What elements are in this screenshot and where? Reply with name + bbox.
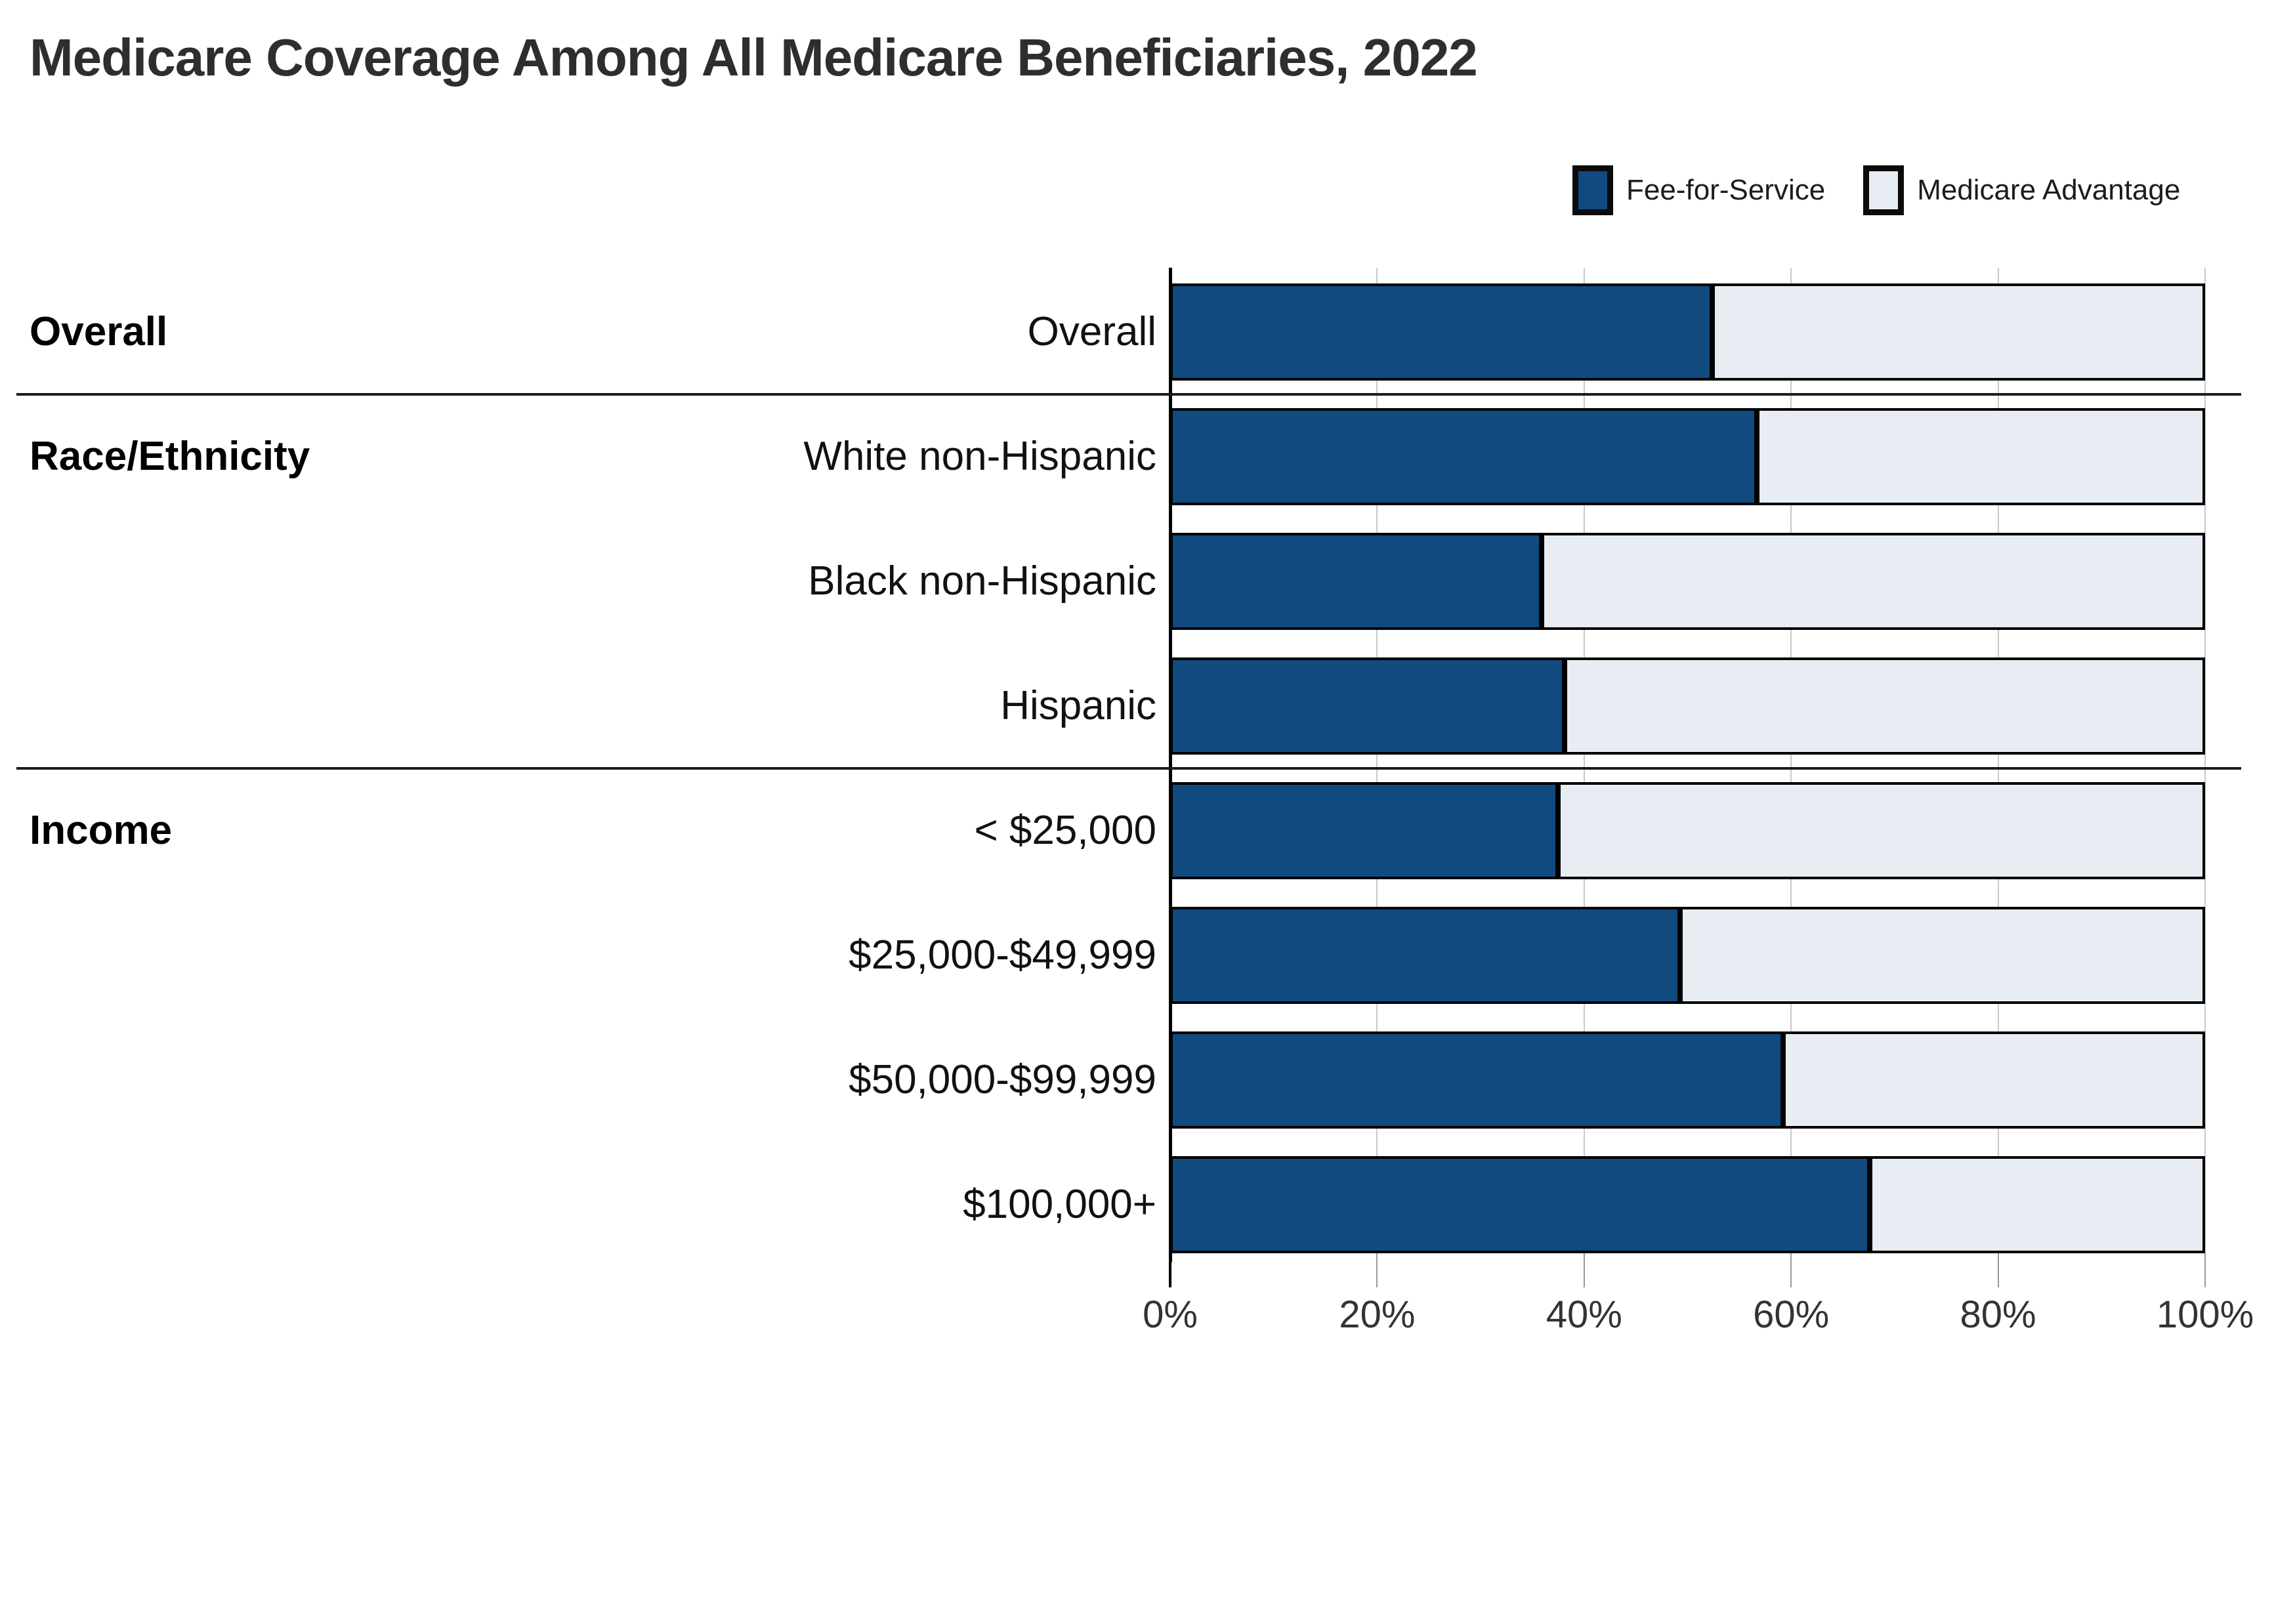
fee-for-service-segment xyxy=(1170,1031,1783,1129)
fee-for-service-segment xyxy=(1170,1156,1870,1253)
axis-tick xyxy=(2204,1253,2206,1287)
axis-tick-label: 20% xyxy=(1339,1293,1416,1336)
bar-row xyxy=(1170,533,2205,630)
row-label: Hispanic xyxy=(1000,683,1156,728)
medicare-advantage-segment xyxy=(1542,533,2205,630)
medicare-advantage-segment xyxy=(1757,408,2205,505)
bar-chart: 0% 20% 40% 60% 80% 100% Overall Overall Race/Eth… xyxy=(0,268,2274,1416)
fee-for-service-segment xyxy=(1170,907,1680,1004)
axis-tick-label: 0% xyxy=(1143,1293,1198,1336)
axis-tick-label: 100% xyxy=(2156,1293,2254,1336)
fee-for-service-segment xyxy=(1170,657,1565,755)
section-header-overall: Overall xyxy=(30,309,168,354)
legend-label-fee-for-service: Fee-for-Service xyxy=(1626,174,1826,206)
row-label: $50,000-$99,999 xyxy=(849,1057,1156,1102)
gridline xyxy=(1997,268,1999,1253)
medicare-advantage-segment xyxy=(1783,1031,2205,1129)
fee-for-service-segment xyxy=(1170,408,1757,505)
bar-row xyxy=(1170,1156,2205,1253)
axis-tick-label: 60% xyxy=(1753,1293,1830,1336)
row-label: $25,000-$49,999 xyxy=(849,932,1156,978)
fee-for-service-segment xyxy=(1170,283,1712,381)
chart-title: Medicare Coverage Among All Medicare Ben… xyxy=(30,28,1478,87)
legend: Fee-for-Service Medicare Advantage xyxy=(1572,165,2180,215)
section-divider xyxy=(16,393,2241,396)
axis-tick-label: 40% xyxy=(1546,1293,1622,1336)
section-header-income: Income xyxy=(30,808,173,853)
bar-row xyxy=(1170,782,2205,879)
axis-tick xyxy=(1790,1253,1792,1287)
bar-row xyxy=(1170,657,2205,755)
gridline xyxy=(2204,268,2206,1253)
medicare-advantage-segment xyxy=(1680,907,2205,1004)
medicare-advantage-segment xyxy=(1870,1156,2205,1253)
row-label: Black non-Hispanic xyxy=(808,558,1156,604)
legend-item-fee-for-service: Fee-for-Service xyxy=(1572,165,1825,215)
fee-for-service-segment xyxy=(1170,782,1558,879)
gridline xyxy=(1376,268,1378,1253)
axis-tick xyxy=(1997,1253,1999,1287)
medicare-advantage-segment xyxy=(1712,283,2205,381)
medicare-advantage-swatch xyxy=(1863,165,1905,215)
bar-row xyxy=(1170,408,2205,505)
y-axis-line xyxy=(1169,268,1172,1262)
gridline xyxy=(1583,268,1585,1253)
row-label: Overall xyxy=(1027,309,1156,354)
bar-row xyxy=(1170,1031,2205,1129)
axis-tick xyxy=(1583,1253,1585,1287)
medicare-advantage-segment xyxy=(1565,657,2205,755)
section-divider xyxy=(16,767,2241,770)
section-header-race-ethnicity: Race/Ethnicity xyxy=(30,434,310,479)
axis-tick-label: 80% xyxy=(1960,1293,2036,1336)
gridline xyxy=(1790,268,1792,1253)
row-label: White non-Hispanic xyxy=(803,434,1156,479)
row-label: < $25,000 xyxy=(974,808,1156,853)
legend-label-medicare-advantage: Medicare Advantage xyxy=(1917,174,2181,206)
bar-row xyxy=(1170,283,2205,381)
bar-row xyxy=(1170,907,2205,1004)
axis-tick xyxy=(1169,1253,1171,1287)
fee-for-service-segment xyxy=(1170,533,1542,630)
axis-tick xyxy=(1376,1253,1378,1287)
medicare-advantage-segment xyxy=(1558,782,2205,879)
fee-for-service-swatch xyxy=(1572,165,1613,215)
row-label: $100,000+ xyxy=(963,1182,1156,1227)
legend-item-medicare-advantage: Medicare Advantage xyxy=(1863,165,2180,215)
